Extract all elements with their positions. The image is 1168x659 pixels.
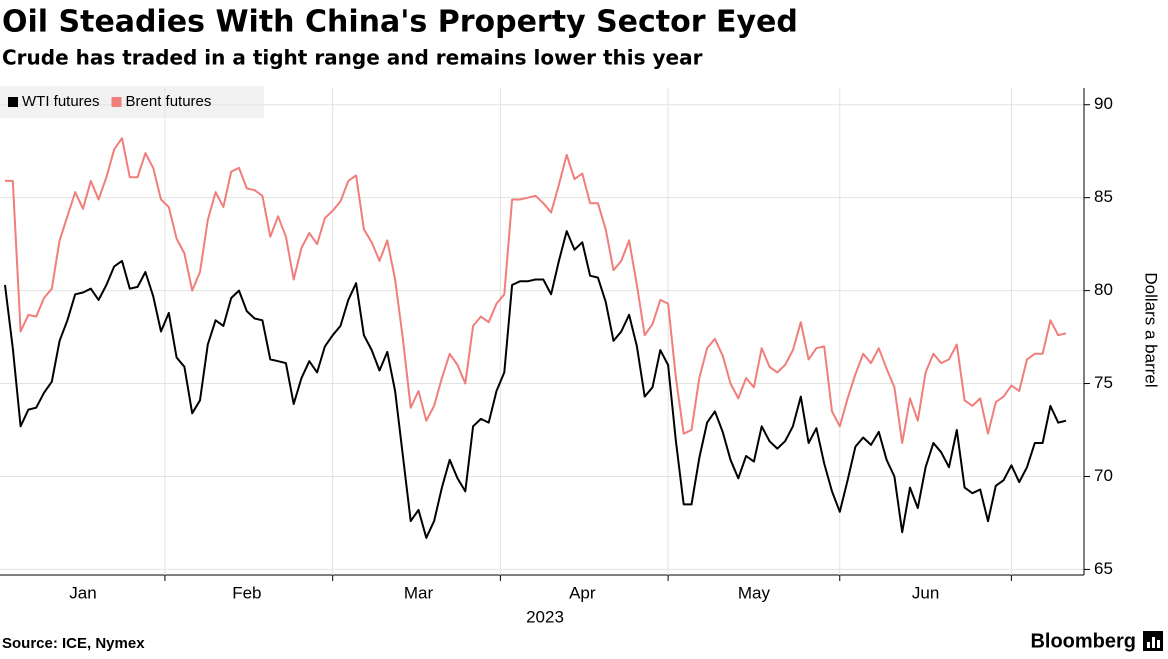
x-tick-label: Jun [912, 583, 939, 602]
x-tick-label: Mar [404, 583, 434, 602]
legend-label: Brent futures [126, 93, 212, 110]
chart-subtitle: Crude has traded in a tight range and re… [2, 46, 703, 70]
x-axis-label: 2023 [526, 607, 564, 626]
y-axis-label: Dollars a barrel [1142, 272, 1161, 387]
y-tick-label: 70 [1094, 466, 1113, 485]
y-tick-label: 90 [1094, 94, 1113, 113]
brand: Bloomberg [1030, 630, 1136, 652]
y-tick-label: 75 [1094, 373, 1113, 392]
x-tick-label: May [738, 583, 771, 602]
x-tick-label: Apr [569, 583, 596, 602]
legend-box [0, 86, 264, 118]
legend-label: WTI futures [22, 93, 100, 110]
source: Source: ICE, Nymex [2, 635, 145, 652]
x-tick-label: Feb [232, 583, 261, 602]
series-line [4, 230, 1067, 539]
x-tick-label: Jan [69, 583, 96, 602]
y-tick-label: 85 [1094, 187, 1113, 206]
series-line [5, 137, 1067, 444]
legend-swatch [111, 97, 122, 107]
y-tick-label: 80 [1094, 280, 1113, 299]
y-tick-label: 65 [1094, 559, 1113, 578]
chart-title: Oil Steadies With China's Property Secto… [2, 5, 798, 40]
legend-swatch [8, 97, 18, 107]
brand-icon [1143, 631, 1163, 651]
